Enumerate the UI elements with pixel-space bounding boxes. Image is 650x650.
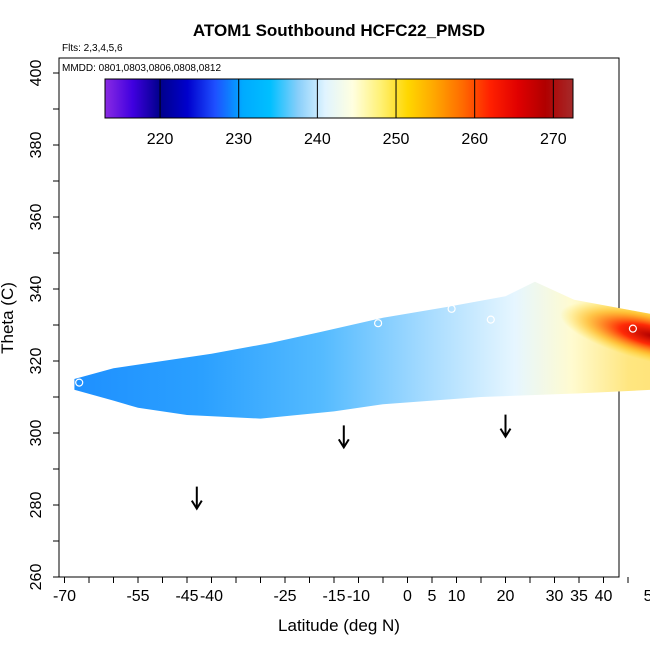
- field-hotspot: [560, 301, 650, 370]
- y-tick-label: 320: [28, 348, 45, 375]
- colorbar-tick-label: 270: [540, 131, 567, 148]
- y-tick-label: 380: [28, 132, 45, 159]
- sample-circle: [486, 315, 495, 324]
- x-tick-label: -55: [126, 588, 149, 605]
- sample-circle: [628, 324, 638, 333]
- y-tick-label: 300: [28, 420, 45, 447]
- x-tick-label: 10: [448, 588, 466, 605]
- x-tick-label: -70: [53, 588, 76, 605]
- y-tick-label: 260: [28, 564, 45, 591]
- colorbar-tick-label: 220: [147, 131, 174, 148]
- x-axis-label: Latitude (deg N): [278, 616, 400, 635]
- x-tick-label: 50: [644, 588, 650, 605]
- dates-subtitle: MMDD: 0801,0803,0806,0808,0812: [62, 63, 221, 74]
- flights-subtitle: Flts: 2,3,4,5,6: [62, 43, 123, 54]
- field-base: [74, 281, 650, 419]
- y-tick-label: 360: [28, 204, 45, 231]
- x-tick-label: -10: [347, 588, 370, 605]
- field-hotspot-group: [560, 301, 650, 370]
- x-tick-label: -45: [175, 588, 198, 605]
- y-axis: 260 280 300 320 340 360 380 400: [28, 60, 59, 591]
- sample-circles: [75, 304, 638, 387]
- colorbar: 220 230 240 250 260 270: [104, 78, 574, 148]
- x-tick-label: -15: [322, 588, 345, 605]
- y-axis-label: Theta (C): [0, 282, 17, 354]
- y-tick-label: 340: [28, 276, 45, 303]
- x-tick-label: -40: [200, 588, 223, 605]
- x-tick-label: 35: [570, 588, 588, 605]
- x-tick-label: 40: [595, 588, 613, 605]
- colorbar-rect: [104, 78, 574, 119]
- chart-title: ATOM1 Southbound HCFC22_PMSD: [193, 21, 485, 40]
- tropopause-arrow: [499, 414, 512, 439]
- x-tick-label: 5: [428, 588, 437, 605]
- data-field: [74, 281, 650, 419]
- colorbar-tick-label: 240: [304, 131, 331, 148]
- x-tick-label: 0: [403, 588, 412, 605]
- sample-circle: [75, 378, 84, 387]
- colorbar-tick-label: 250: [383, 131, 410, 148]
- sample-circle: [447, 304, 456, 313]
- tropopause-arrow: [337, 425, 350, 450]
- x-tick-label: 20: [497, 588, 515, 605]
- x-tick-label: 30: [546, 588, 564, 605]
- tropopause-arrows: [190, 414, 512, 511]
- y-tick-label: 400: [28, 60, 45, 87]
- tropopause-arrow: [190, 486, 203, 511]
- x-axis: -70-55-40-25-1052035506580-45-1501030406…: [53, 577, 650, 605]
- colorbar-tick-label: 260: [461, 131, 488, 148]
- x-tick-label: -25: [273, 588, 296, 605]
- sample-circle: [374, 319, 383, 328]
- colorbar-tick-label: 230: [225, 131, 252, 148]
- y-tick-label: 280: [28, 492, 45, 519]
